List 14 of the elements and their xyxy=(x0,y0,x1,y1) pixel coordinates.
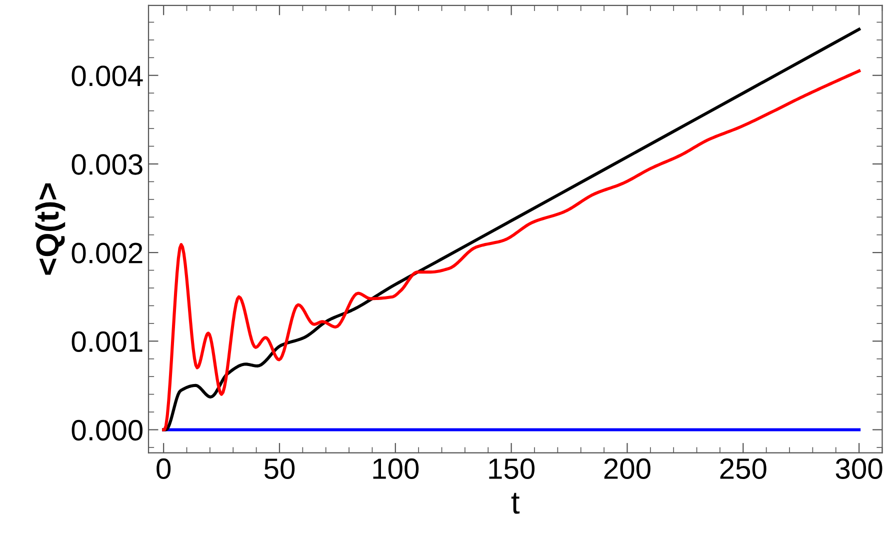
x-tick-label: 0 xyxy=(156,458,171,480)
x-tick-label: 50 xyxy=(264,458,295,480)
x-tick-label: 200 xyxy=(604,458,650,480)
y-tick-label: 0.003 xyxy=(72,154,142,175)
x-tick-label: 150 xyxy=(489,458,535,480)
y-tick-label: 0.000 xyxy=(72,420,143,441)
x-axis-title: t xyxy=(511,492,520,514)
y-tick-label: 0.001 xyxy=(72,331,142,352)
y-axis-title: <Q(t)> xyxy=(35,183,66,275)
x-tick-label: 250 xyxy=(720,458,766,480)
x-tick-label: 100 xyxy=(373,458,419,480)
y-tick-label: 0.002 xyxy=(72,242,142,264)
x-tick-label: 300 xyxy=(836,458,882,480)
y-tick-label: 0.004 xyxy=(72,66,143,86)
